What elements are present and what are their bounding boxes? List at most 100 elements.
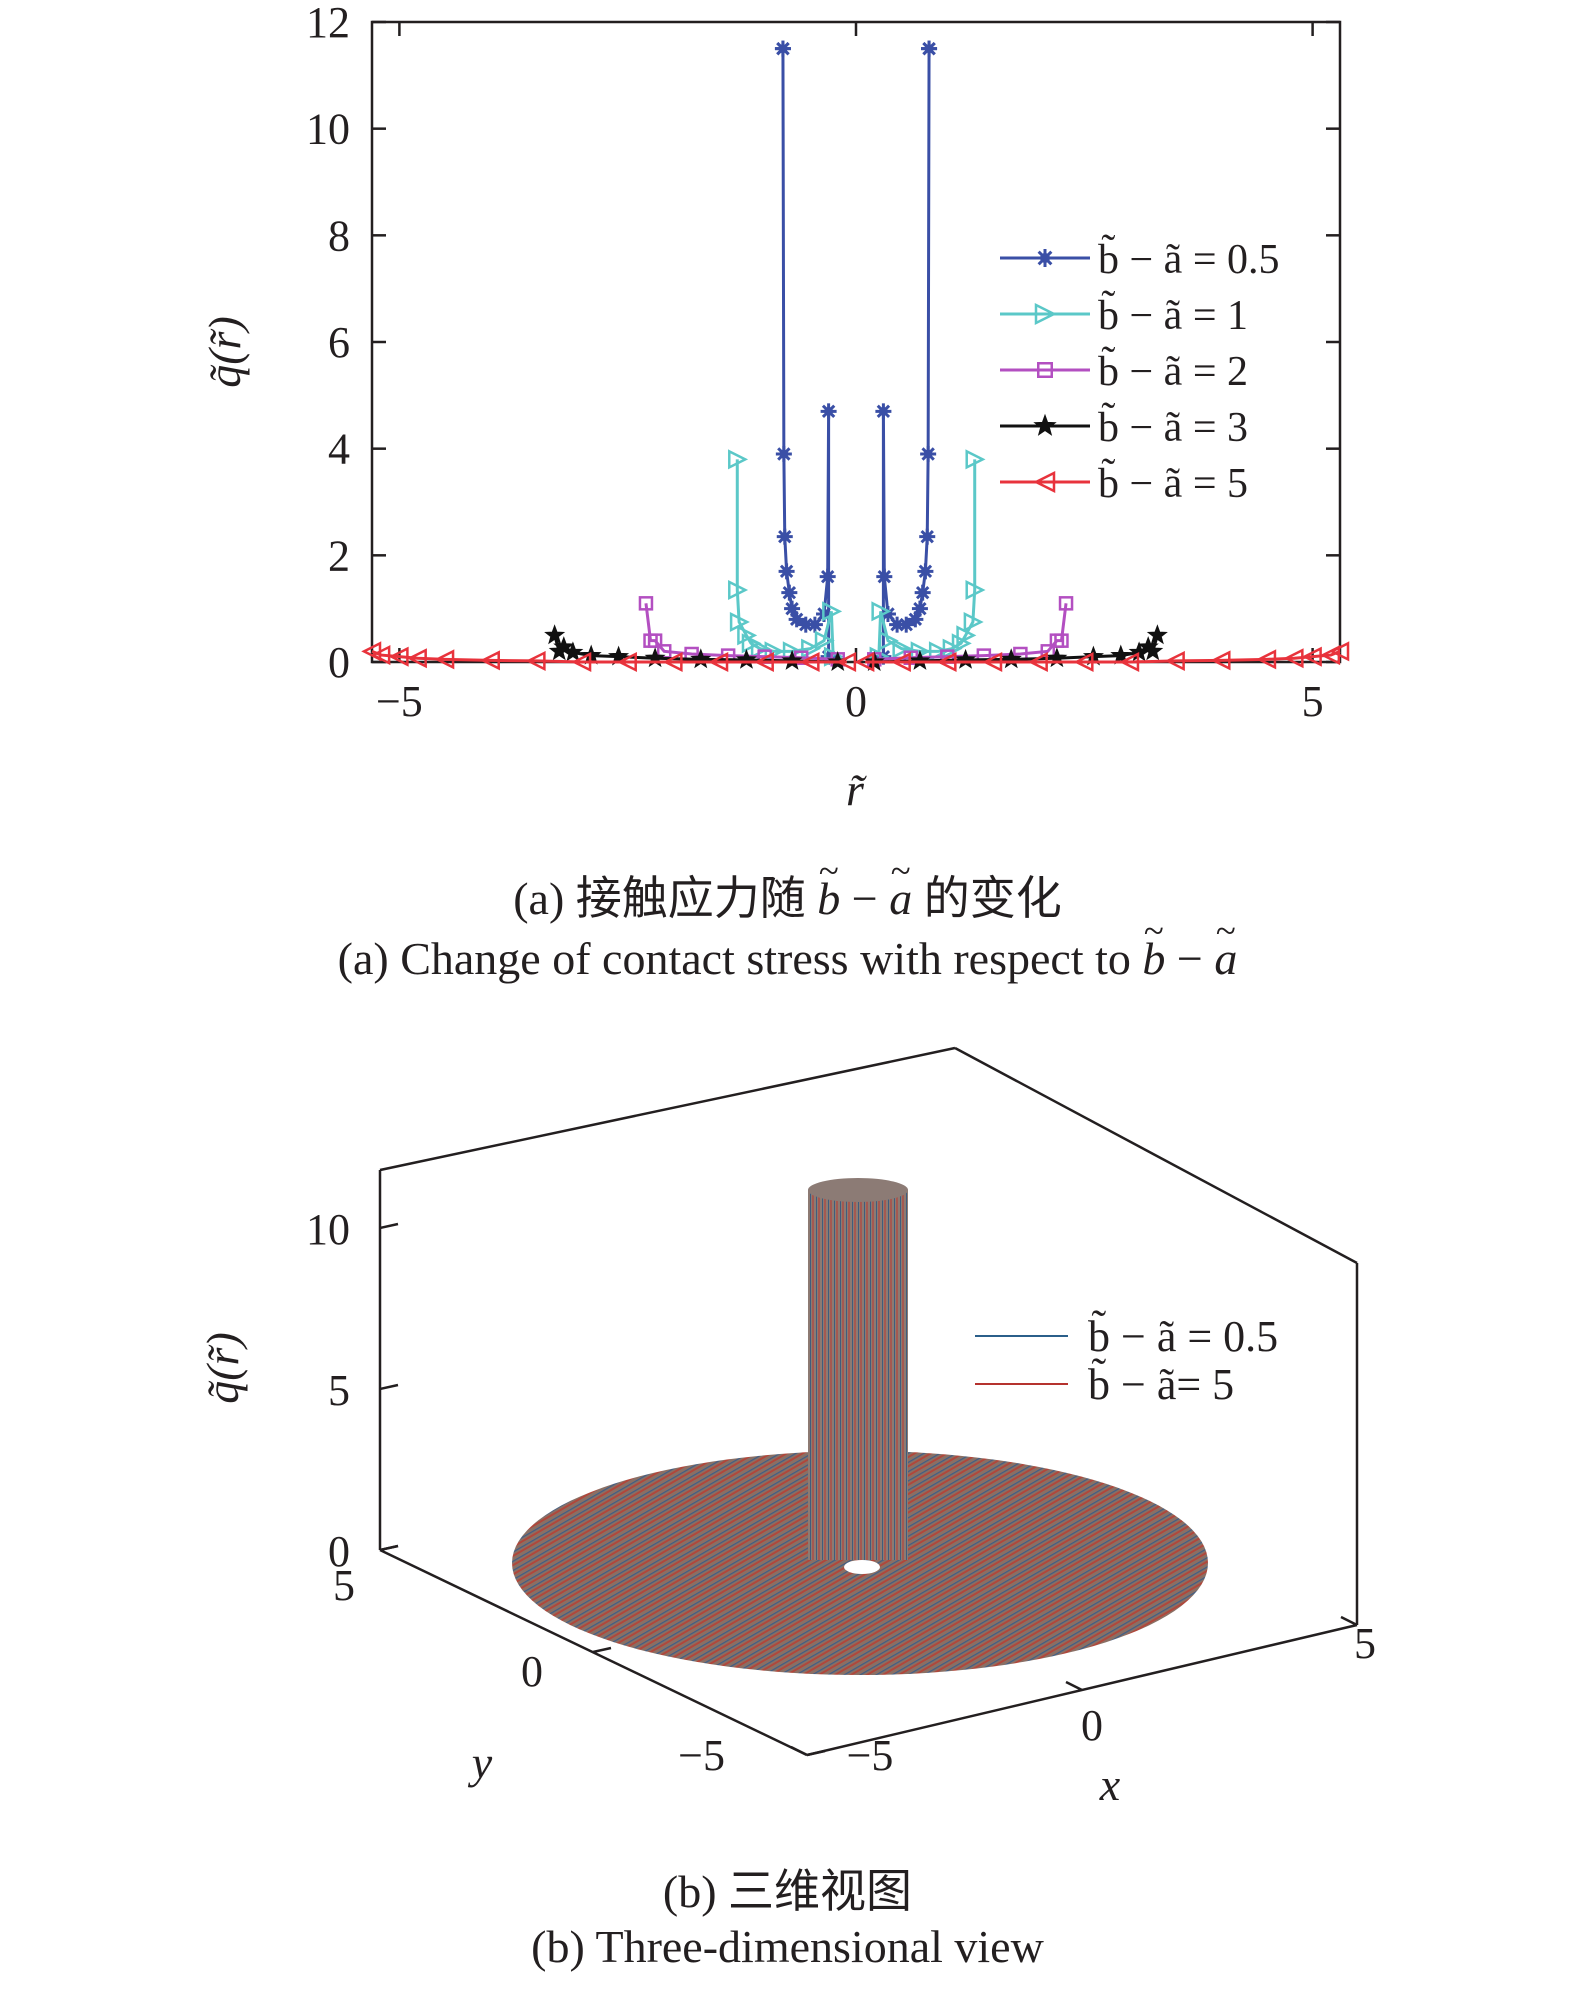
y-tick-label-b: 5	[333, 1561, 355, 1610]
data-point	[750, 638, 771, 659]
surface-hole	[844, 1560, 880, 1574]
data-point	[1058, 596, 1074, 611]
data-point	[776, 528, 793, 545]
data-point	[909, 649, 931, 670]
caption-a-chinese: (a) 接触应力随 b − a 的变化	[0, 862, 1575, 928]
data-point	[1033, 470, 1056, 494]
data-point	[662, 651, 683, 673]
data-point	[1033, 413, 1057, 436]
surface-column	[808, 1190, 908, 1560]
legend-entry: b̃ − ã = 5	[1000, 458, 1248, 507]
data-point	[1110, 644, 1132, 665]
y-tick-label-b: −5	[678, 1731, 725, 1780]
data-point	[854, 651, 875, 673]
data-point	[690, 648, 712, 669]
data-point	[544, 624, 566, 645]
data-point	[548, 640, 570, 661]
data-point	[1210, 650, 1231, 671]
legend-label: b̃ − ã = 5	[1098, 458, 1248, 507]
data-point	[911, 600, 928, 617]
x-tick-label-a: −5	[376, 677, 423, 726]
data-point	[951, 633, 972, 654]
data-point	[955, 648, 977, 669]
data-point	[479, 650, 500, 671]
y-tick-label-a: 4	[328, 425, 350, 474]
series-5	[361, 641, 1350, 673]
series-2	[728, 449, 986, 667]
x-tick-label-b: 0	[1081, 1701, 1103, 1750]
data-point	[728, 449, 749, 470]
data-point	[799, 651, 820, 673]
data-point	[920, 446, 937, 462]
y-tick-label-a: 0	[328, 638, 350, 687]
data-point	[571, 651, 592, 673]
y-axis-label-b: y	[468, 1737, 493, 1788]
y-tick-label-a: 2	[328, 531, 350, 580]
data-point	[728, 579, 749, 601]
data-point	[1164, 650, 1185, 671]
x-axis-label-b: x	[1099, 1759, 1121, 1810]
data-point	[956, 625, 977, 646]
data-point	[708, 651, 729, 673]
data-point	[1329, 641, 1350, 662]
y-tick-label-b: 0	[521, 1647, 543, 1696]
y-tick-b	[806, 1749, 826, 1757]
y-tick-label-a: 8	[328, 211, 350, 260]
legend-entry: b̃ − ã = 2	[1000, 346, 1248, 395]
y-tick-label-a: 12	[306, 0, 350, 47]
data-point	[361, 641, 382, 662]
data-point	[1142, 640, 1164, 661]
data-point	[876, 568, 893, 585]
data-point	[1037, 362, 1053, 378]
surface-column-top	[808, 1178, 908, 1202]
data-point	[1256, 649, 1277, 670]
caption-a-english: (a) Change of contact stress with respec…	[0, 932, 1575, 985]
legend-label: b̃ − ã = 1	[1098, 290, 1248, 339]
x-tick-b	[1340, 1615, 1358, 1627]
y-tick-label-a: 6	[328, 318, 350, 367]
legend-entry-b: b̃ − ã= 5	[975, 1359, 1234, 1409]
data-point	[936, 651, 957, 673]
series-line	[781, 48, 831, 657]
data-point	[1073, 651, 1094, 673]
data-point	[921, 40, 938, 57]
data-point	[525, 650, 546, 671]
data-point	[965, 579, 986, 601]
data-point	[643, 633, 658, 648]
data-point	[919, 528, 936, 545]
legend-label: b̃ − ã = 0.5	[1098, 234, 1280, 283]
caption-b-chinese: (b) 三维视图	[662, 1866, 913, 1917]
data-point	[822, 601, 843, 622]
data-point	[892, 638, 913, 659]
data-point	[871, 601, 892, 622]
z-tick-b	[379, 1222, 399, 1230]
data-point	[1146, 624, 1168, 645]
legend-label: b̃ − ã = 2	[1098, 346, 1248, 395]
z-tick-label-b: 10	[306, 1205, 350, 1254]
legend-label-b: b̃ − ã= 5	[1088, 1359, 1234, 1409]
data-point	[814, 630, 835, 651]
data-point	[963, 611, 984, 633]
legend-entry-b: b̃ − ã = 0.5	[975, 1311, 1278, 1361]
plot-area-a	[370, 20, 1342, 664]
y-tick-label-a: 10	[306, 105, 350, 154]
data-point	[801, 638, 822, 659]
data-point	[1119, 651, 1140, 673]
data-point	[781, 649, 803, 670]
caption-a-chinese-math: b − a	[817, 873, 912, 924]
x-axis-label-a: r̃	[846, 764, 868, 815]
data-point	[753, 651, 774, 673]
data-point	[737, 625, 758, 646]
legend-b: b̃ − ã = 0.5b̃ − ã= 5	[975, 1311, 1278, 1409]
data-point	[774, 40, 791, 57]
caption-a-english-prefix: (a) Change of contact stress with respec…	[337, 933, 1131, 984]
legend-entry: b̃ − ã = 0.5	[1000, 234, 1280, 283]
data-point	[982, 651, 1003, 673]
data-point	[1283, 648, 1304, 669]
data-point	[406, 648, 427, 669]
x-tick-label-b: −5	[847, 1731, 894, 1780]
